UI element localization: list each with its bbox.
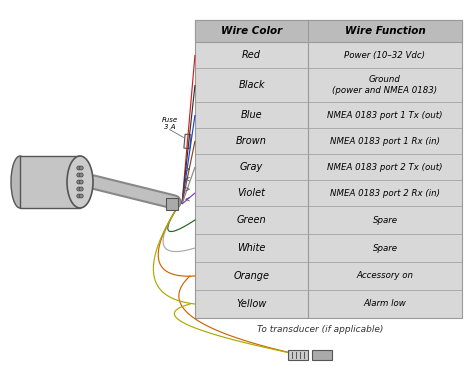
Circle shape [79, 187, 83, 191]
Text: Green: Green [237, 215, 266, 225]
Text: NMEA 0183 port 1 Tx (out): NMEA 0183 port 1 Tx (out) [327, 110, 443, 120]
Bar [166, 198, 178, 210]
Bar [312, 350, 332, 360]
Text: NMEA 0183 port 2 Rx (in): NMEA 0183 port 2 Rx (in) [330, 189, 440, 197]
Text: Spare: Spare [373, 243, 398, 253]
Text: Alarm low: Alarm low [364, 299, 406, 309]
Circle shape [77, 194, 81, 198]
Circle shape [77, 166, 81, 170]
Text: Gray: Gray [240, 162, 263, 172]
Circle shape [77, 173, 81, 177]
Text: NMEA 0183 port 1 Rx (in): NMEA 0183 port 1 Rx (in) [330, 136, 440, 146]
Text: <: < [184, 195, 190, 204]
Text: NMEA 0183 port 2 Tx (out): NMEA 0183 port 2 Tx (out) [327, 163, 443, 171]
Text: <: < [184, 176, 190, 184]
Text: White: White [237, 243, 266, 253]
Ellipse shape [67, 156, 93, 208]
Text: >: > [184, 166, 190, 174]
Circle shape [77, 180, 81, 184]
Text: Black: Black [238, 80, 265, 90]
Ellipse shape [11, 156, 29, 208]
Text: Spare: Spare [373, 216, 398, 224]
Text: Brown: Brown [236, 136, 267, 146]
Text: Accessory on: Accessory on [356, 272, 413, 280]
Bar [288, 350, 308, 360]
Bar [20, 156, 80, 208]
Circle shape [79, 194, 83, 198]
Bar [195, 20, 462, 42]
Text: Fuse
3 A: Fuse 3 A [162, 117, 178, 130]
Circle shape [79, 180, 83, 184]
Circle shape [79, 173, 83, 177]
Text: Power (10–32 Vdc): Power (10–32 Vdc) [345, 51, 426, 59]
Text: Violet: Violet [237, 188, 265, 198]
Text: Orange: Orange [234, 271, 270, 281]
Bar [195, 20, 462, 318]
Circle shape [79, 166, 83, 170]
Text: >: > [184, 186, 190, 194]
Text: Yellow: Yellow [237, 299, 267, 309]
Text: Blue: Blue [241, 110, 262, 120]
Bar [184, 134, 191, 149]
Text: Wire Color: Wire Color [221, 26, 282, 36]
Text: Wire Function: Wire Function [345, 26, 425, 36]
Text: Ground
(power and NMEA 0183): Ground (power and NMEA 0183) [332, 75, 438, 95]
Circle shape [77, 187, 81, 191]
Text: To transducer (if applicable): To transducer (if applicable) [257, 325, 383, 335]
Text: Red: Red [242, 50, 261, 60]
